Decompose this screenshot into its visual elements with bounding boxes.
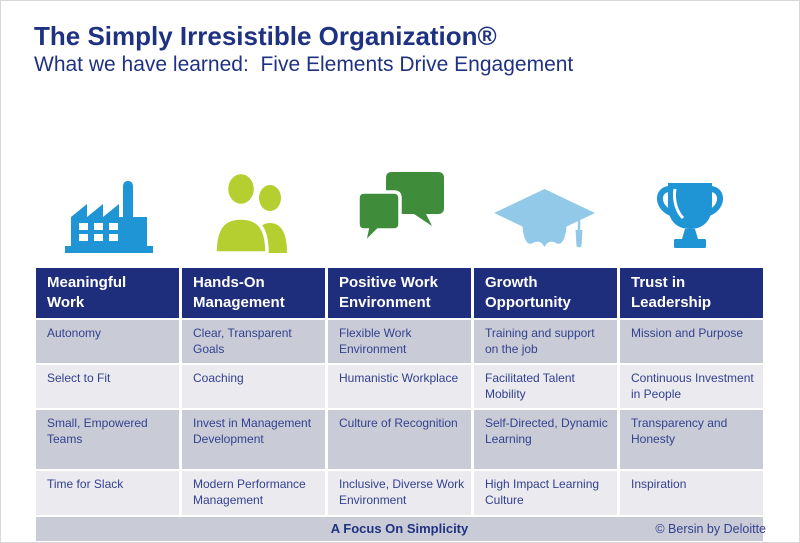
header-line: Management	[193, 293, 285, 311]
header-line: Leadership	[631, 293, 712, 311]
copyright-text: © Bersin by Deloitte	[655, 522, 766, 536]
table-cell: Invest in Management Development	[182, 410, 325, 470]
trophy-icon	[657, 183, 724, 248]
header-line: Work	[47, 293, 85, 311]
graduation-cap-icon	[494, 189, 596, 248]
header-line: Hands-On	[193, 274, 265, 291]
header-line: Positive Work	[339, 274, 438, 291]
icon-cell-hands-on-management	[181, 167, 326, 253]
speech-bubbles-icon	[355, 172, 444, 250]
page-subtitle: What we have learned: Five Elements Driv…	[34, 53, 574, 76]
summary-row: A Focus On Simplicity	[36, 516, 763, 541]
factory-icon	[64, 181, 153, 253]
column-header-positive-work-environment: Positive Work Environment	[328, 268, 471, 318]
column-header-hands-on-management: Hands-On Management	[182, 268, 325, 318]
icon-cell-trust-in-leadership	[618, 167, 763, 253]
table-cell: Training and support on the job	[474, 320, 617, 364]
elements-table: Meaningful Work Hands-On Management Posi…	[36, 268, 763, 541]
table-cell: Culture of Recognition	[328, 410, 471, 470]
table-cell: Inspiration	[620, 471, 763, 515]
header-line: Environment	[339, 293, 431, 311]
table-cell: Clear, Transparent Goals	[182, 320, 325, 364]
table-cell: Modern Performance Management	[182, 471, 325, 515]
header-line: Growth	[485, 274, 538, 291]
table-cell: Humanistic Workplace	[328, 365, 471, 409]
table-cell: Flexible Work Environment	[328, 320, 471, 364]
table-cell: Transparency and Honesty	[620, 410, 763, 470]
table-cell: Coaching	[182, 365, 325, 409]
icon-cell-positive-work-environment	[327, 167, 472, 253]
page-title: The Simply Irresistible Organization®	[34, 21, 497, 51]
icons-row	[36, 167, 763, 253]
header-line: Opportunity	[485, 293, 571, 311]
table-cell: Autonomy	[36, 320, 179, 364]
table-cell: Continuous Investment in People	[620, 365, 763, 409]
table-cell: Time for Slack	[36, 471, 179, 515]
people-icon	[213, 171, 288, 253]
column-header-growth-opportunity: Growth Opportunity	[474, 268, 617, 318]
table-cell: Small, Empowered Teams	[36, 410, 179, 470]
table-cell: Facilitated Talent Mobility	[474, 365, 617, 409]
column-header-trust-in-leadership: Trust in Leadership	[620, 268, 763, 318]
table-cell: Inclusive, Diverse Work Environment	[328, 471, 471, 515]
icon-cell-growth-opportunity	[472, 167, 617, 253]
table-cell: Mission and Purpose	[620, 320, 763, 364]
header-line: Meaningful	[47, 274, 127, 291]
table-cell: Self-Directed, Dynamic Learning	[474, 410, 617, 470]
table-cell: High Impact Learning Culture	[474, 471, 617, 515]
column-header-meaningful-work: Meaningful Work	[36, 268, 179, 318]
header-line: Trust in	[631, 274, 686, 291]
icon-cell-meaningful-work	[36, 167, 181, 253]
table-cell: Select to Fit	[36, 365, 179, 409]
